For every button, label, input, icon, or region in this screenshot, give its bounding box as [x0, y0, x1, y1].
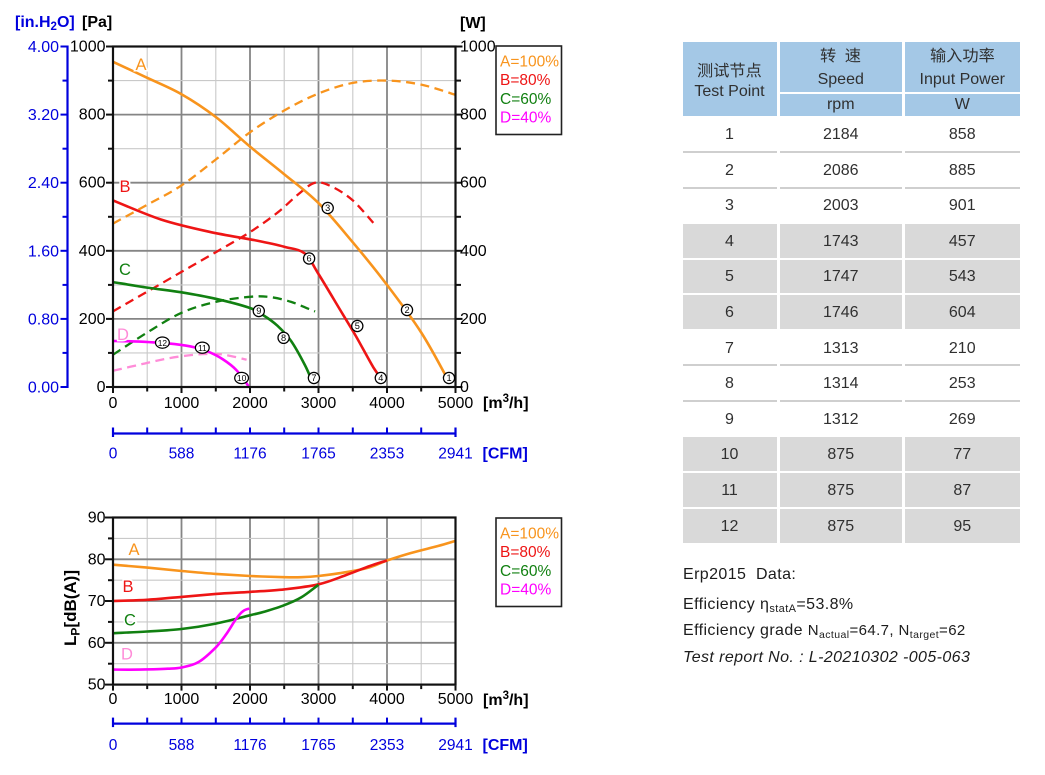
svg-text:1.60: 1.60 — [28, 243, 59, 260]
svg-text:0: 0 — [97, 379, 106, 396]
svg-text:1176: 1176 — [233, 445, 266, 462]
svg-text:200: 200 — [79, 311, 106, 328]
svg-text:D: D — [121, 646, 133, 664]
svg-text:LP[dB(A)]: LP[dB(A)] — [61, 570, 83, 646]
svg-text:3: 3 — [325, 203, 330, 213]
svg-text:800: 800 — [79, 107, 106, 124]
svg-text:2941: 2941 — [438, 445, 472, 462]
svg-text:400: 400 — [460, 243, 487, 260]
svg-text:1: 1 — [446, 373, 451, 383]
svg-text:0.80: 0.80 — [28, 311, 59, 328]
svg-text:588: 588 — [169, 737, 195, 754]
svg-text:C: C — [124, 612, 136, 630]
svg-text:5000: 5000 — [438, 691, 474, 708]
svg-text:2353: 2353 — [370, 445, 404, 462]
svg-text:2000: 2000 — [232, 395, 268, 412]
svg-text:[Pa]: [Pa] — [82, 14, 112, 31]
svg-text:5000: 5000 — [438, 395, 474, 412]
svg-text:0: 0 — [460, 379, 469, 396]
svg-text:A=100%: A=100% — [500, 54, 559, 71]
svg-text:60: 60 — [88, 635, 106, 652]
svg-text:10: 10 — [237, 373, 247, 383]
svg-text:D: D — [117, 326, 129, 344]
svg-text:2.40: 2.40 — [28, 175, 59, 192]
svg-text:A: A — [128, 541, 139, 559]
svg-text:8: 8 — [281, 333, 286, 343]
svg-text:50: 50 — [88, 677, 106, 694]
svg-text:B=80%: B=80% — [500, 544, 551, 561]
svg-text:1000: 1000 — [164, 691, 200, 708]
svg-text:0: 0 — [109, 737, 118, 754]
svg-text:[CFM]: [CFM] — [483, 737, 528, 754]
svg-text:2353: 2353 — [370, 737, 404, 754]
svg-text:400: 400 — [79, 243, 106, 260]
svg-text:4.00: 4.00 — [28, 39, 59, 56]
svg-text:7: 7 — [311, 373, 316, 383]
svg-text:A=100%: A=100% — [500, 526, 559, 543]
svg-text:1176: 1176 — [233, 737, 266, 754]
svg-text:4000: 4000 — [369, 395, 405, 412]
svg-text:B: B — [122, 578, 133, 596]
svg-text:800: 800 — [460, 107, 487, 124]
svg-text:0: 0 — [109, 445, 118, 462]
svg-text:200: 200 — [460, 311, 487, 328]
svg-text:3000: 3000 — [301, 395, 337, 412]
svg-text:12: 12 — [158, 338, 168, 348]
svg-text:4000: 4000 — [369, 691, 405, 708]
svg-text:C: C — [119, 261, 131, 279]
svg-text:B: B — [119, 178, 130, 196]
svg-text:2: 2 — [404, 305, 409, 315]
svg-text:4: 4 — [378, 373, 383, 383]
svg-text:80: 80 — [88, 551, 106, 568]
svg-text:600: 600 — [460, 175, 487, 192]
svg-text:11: 11 — [198, 343, 207, 353]
svg-text:2000: 2000 — [232, 691, 268, 708]
svg-text:1765: 1765 — [301, 737, 335, 754]
svg-text:90: 90 — [88, 510, 106, 527]
svg-text:1000: 1000 — [164, 395, 200, 412]
svg-text:588: 588 — [169, 445, 195, 462]
svg-text:1000: 1000 — [460, 39, 496, 56]
svg-text:[CFM]: [CFM] — [483, 445, 528, 462]
svg-text:70: 70 — [88, 593, 106, 610]
svg-text:C=60%: C=60% — [500, 91, 551, 108]
svg-text:[m3/h]: [m3/h] — [483, 393, 529, 412]
svg-text:5: 5 — [355, 321, 360, 331]
svg-text:3.20: 3.20 — [28, 107, 59, 124]
svg-text:0: 0 — [109, 691, 118, 708]
svg-text:3000: 3000 — [301, 691, 337, 708]
svg-text:C=60%: C=60% — [500, 563, 551, 580]
svg-text:D=40%: D=40% — [500, 582, 551, 599]
svg-text:[W]: [W] — [460, 15, 486, 32]
svg-text:[in.H2O]: [in.H2O] — [15, 14, 75, 33]
svg-text:600: 600 — [79, 175, 106, 192]
svg-text:0: 0 — [109, 395, 118, 412]
svg-text:0.00: 0.00 — [28, 380, 59, 397]
svg-text:6: 6 — [307, 254, 312, 264]
svg-text:9: 9 — [256, 306, 261, 316]
svg-text:1000: 1000 — [70, 39, 106, 56]
svg-text:A: A — [135, 56, 146, 74]
svg-text:[m3/h]: [m3/h] — [483, 690, 529, 709]
svg-text:B=80%: B=80% — [500, 72, 551, 89]
svg-text:1765: 1765 — [301, 445, 335, 462]
svg-text:D=40%: D=40% — [500, 110, 551, 127]
svg-text:2941: 2941 — [438, 737, 472, 754]
